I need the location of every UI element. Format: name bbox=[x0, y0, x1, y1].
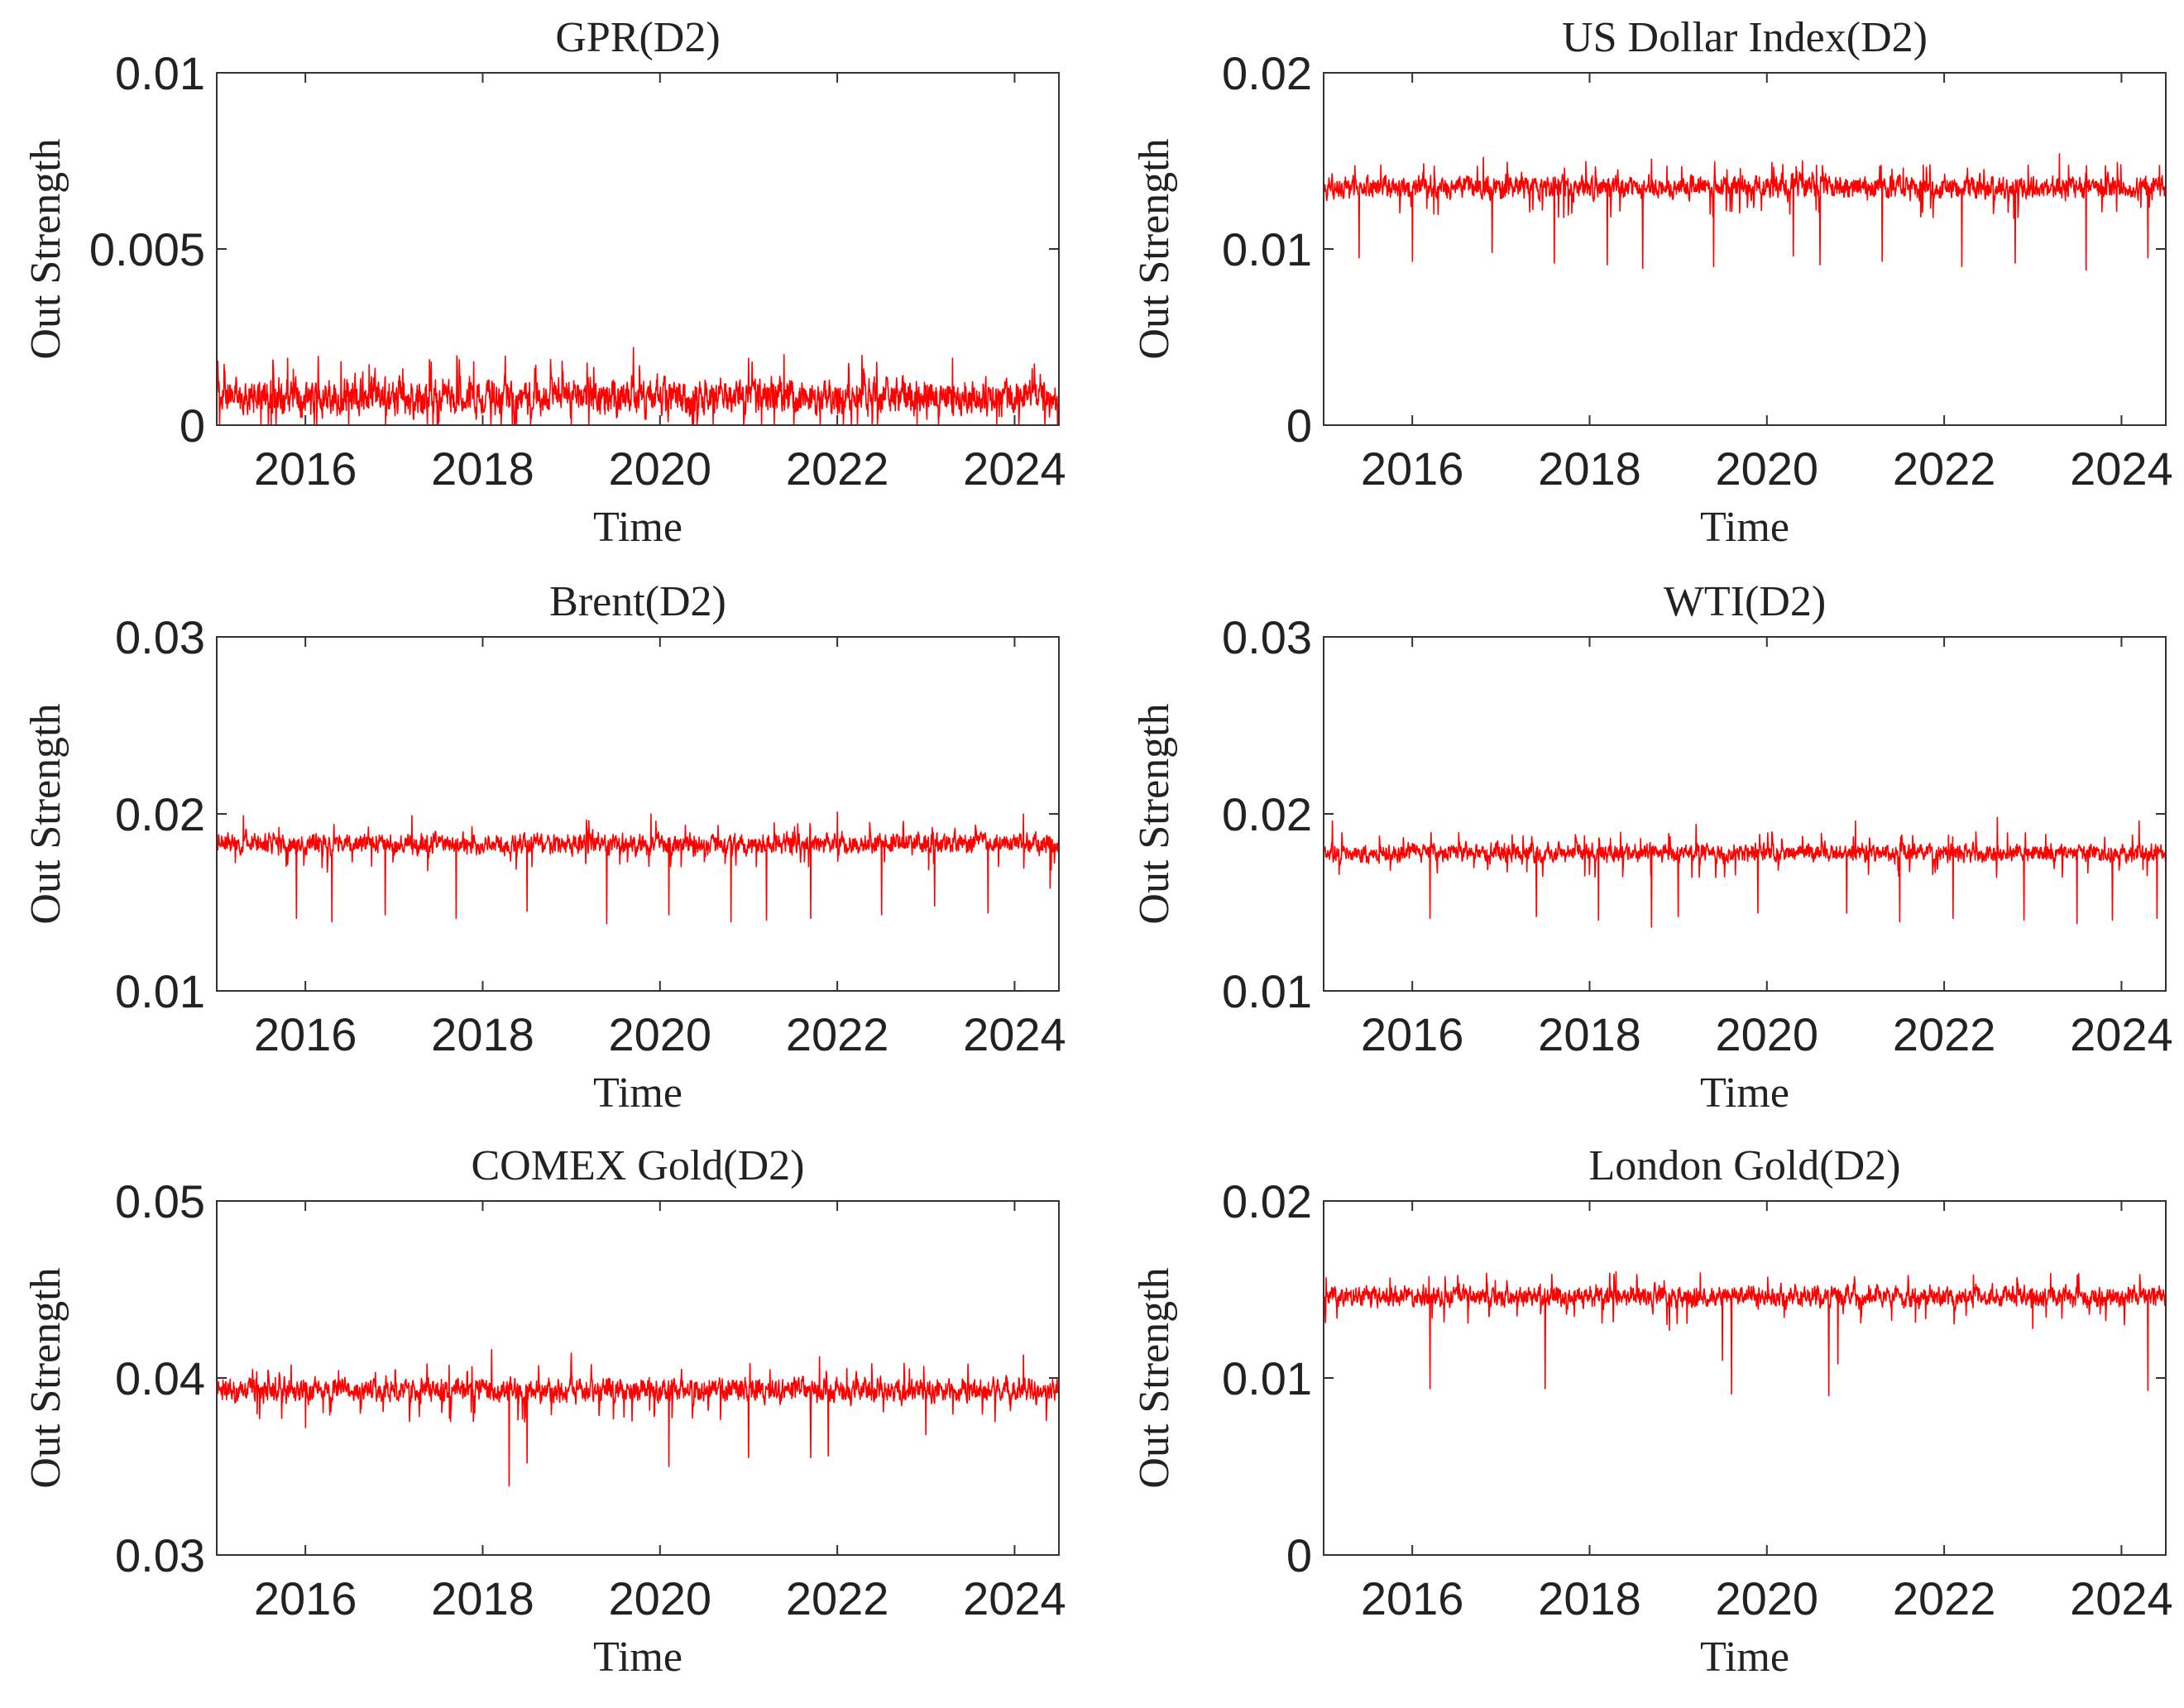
x-axis-label: Time bbox=[593, 504, 682, 551]
x-tick-label: 2018 bbox=[431, 443, 534, 495]
chart-title: US Dollar Index(D2) bbox=[1562, 14, 1928, 61]
x-axis-label: Time bbox=[1700, 1069, 1789, 1117]
x-tick-label: 2024 bbox=[963, 443, 1066, 495]
y-axis-label: Out Strength bbox=[1131, 138, 1178, 359]
subplot-2: 2016 2018 2020 2022 2024 0 0.01 0.02 US Dollar I… bbox=[1131, 14, 2173, 551]
y-tick-label: 0.04 bbox=[115, 1352, 205, 1404]
x-tick-label: 2016 bbox=[1361, 443, 1464, 495]
x-tick-label: 2020 bbox=[1716, 443, 1819, 495]
subplot-3: 2016 2018 2020 2022 2024 0.01 0.02 0.03 Brent(D2… bbox=[22, 578, 1066, 1117]
x-tick-label: 2020 bbox=[1716, 1572, 1819, 1624]
y-axis-label: Out Strength bbox=[22, 703, 69, 924]
y-axis-label: Out Strength bbox=[1131, 703, 1178, 924]
x-axis-label: Time bbox=[593, 1069, 682, 1117]
y-tick-label: 0.02 bbox=[1222, 1175, 1312, 1227]
chart-title: GPR(D2) bbox=[555, 14, 720, 61]
x-tick-label: 2020 bbox=[609, 1008, 712, 1060]
y-tick-label: 0 bbox=[180, 399, 205, 452]
y-tick-label: 0.01 bbox=[1222, 223, 1312, 275]
y-tick-label: 0.02 bbox=[1222, 47, 1312, 99]
x-tick-label: 2018 bbox=[1538, 1008, 1641, 1060]
x-tick-label: 2024 bbox=[963, 1572, 1066, 1624]
y-axis-label: Out Strength bbox=[1131, 1267, 1178, 1488]
x-tick-label: 2016 bbox=[1361, 1572, 1464, 1624]
x-axis-label: Time bbox=[1700, 504, 1789, 551]
y-tick-label: 0.01 bbox=[1222, 965, 1312, 1017]
y-tick-label: 0.03 bbox=[115, 1529, 205, 1581]
chart-title: COMEX Gold(D2) bbox=[472, 1142, 805, 1189]
series-line-2 bbox=[1324, 153, 2166, 271]
y-tick-label: 0.005 bbox=[89, 223, 205, 275]
chart-title: Brent(D2) bbox=[549, 578, 726, 625]
x-tick-label: 2016 bbox=[254, 443, 357, 495]
y-tick-label: 0.02 bbox=[1222, 788, 1312, 840]
y-tick-label: 0 bbox=[1286, 1529, 1312, 1581]
x-tick-label: 2022 bbox=[786, 1008, 889, 1060]
x-tick-label: 2022 bbox=[1893, 1572, 1996, 1624]
y-tick-label: 0.01 bbox=[1222, 1352, 1312, 1404]
y-tick-label: 0.05 bbox=[115, 1175, 205, 1227]
x-tick-label: 2024 bbox=[2070, 443, 2173, 495]
series-line-3 bbox=[217, 811, 1059, 925]
x-tick-label: 2018 bbox=[431, 1008, 534, 1060]
y-tick-label: 0.01 bbox=[115, 47, 205, 99]
x-axis-label: Time bbox=[593, 1634, 682, 1681]
x-tick-label: 2016 bbox=[254, 1008, 357, 1060]
y-axis-label: Out Strength bbox=[22, 138, 69, 359]
subplot-1: 2016 2018 2020 2022 2024 0 0.005 0.01 GPR(D2) Tim… bbox=[22, 14, 1066, 551]
x-tick-label: 2018 bbox=[1538, 1572, 1641, 1624]
subplot-5: 2016 2018 2020 2022 2024 0.03 0.04 0.05 COMEX Go… bbox=[22, 1142, 1066, 1681]
x-tick-label: 2018 bbox=[431, 1572, 534, 1624]
y-tick-label: 0.02 bbox=[115, 788, 205, 840]
x-tick-label: 2016 bbox=[254, 1572, 357, 1624]
y-tick-label: 0.01 bbox=[115, 965, 205, 1017]
x-tick-label: 2024 bbox=[2070, 1008, 2173, 1060]
y-tick-label: 0.03 bbox=[1222, 611, 1312, 663]
chart-title: London Gold(D2) bbox=[1589, 1142, 1901, 1189]
x-tick-label: 2024 bbox=[963, 1008, 1066, 1060]
series-line-4 bbox=[1324, 816, 2166, 928]
series-line-1 bbox=[217, 347, 1059, 425]
x-tick-label: 2022 bbox=[786, 1572, 889, 1624]
x-tick-label: 2016 bbox=[1361, 1008, 1464, 1060]
x-tick-label: 2018 bbox=[1538, 443, 1641, 495]
subplot-4: 2016 2018 2020 2022 2024 0.01 0.02 0.03 WTI(D2) T… bbox=[1131, 578, 2173, 1117]
x-tick-label: 2022 bbox=[1893, 443, 1996, 495]
y-tick-label: 0.03 bbox=[115, 611, 205, 663]
y-axis-label: Out Strength bbox=[22, 1267, 69, 1488]
chart-title: WTI(D2) bbox=[1664, 578, 1826, 625]
series-line-6 bbox=[1324, 1270, 2166, 1397]
series-line-5 bbox=[217, 1348, 1059, 1487]
subplot-6: 2016 2018 2020 2022 2024 0 0.01 0.02 London Gold… bbox=[1131, 1142, 2173, 1681]
x-tick-label: 2022 bbox=[1893, 1008, 1996, 1060]
y-tick-label: 0 bbox=[1286, 399, 1312, 452]
x-tick-label: 2020 bbox=[609, 1572, 712, 1624]
x-tick-label: 2022 bbox=[786, 443, 889, 495]
x-axis-label: Time bbox=[1700, 1634, 1789, 1681]
x-tick-label: 2020 bbox=[609, 443, 712, 495]
x-tick-label: 2024 bbox=[2070, 1572, 2173, 1624]
x-tick-label: 2020 bbox=[1716, 1008, 1819, 1060]
